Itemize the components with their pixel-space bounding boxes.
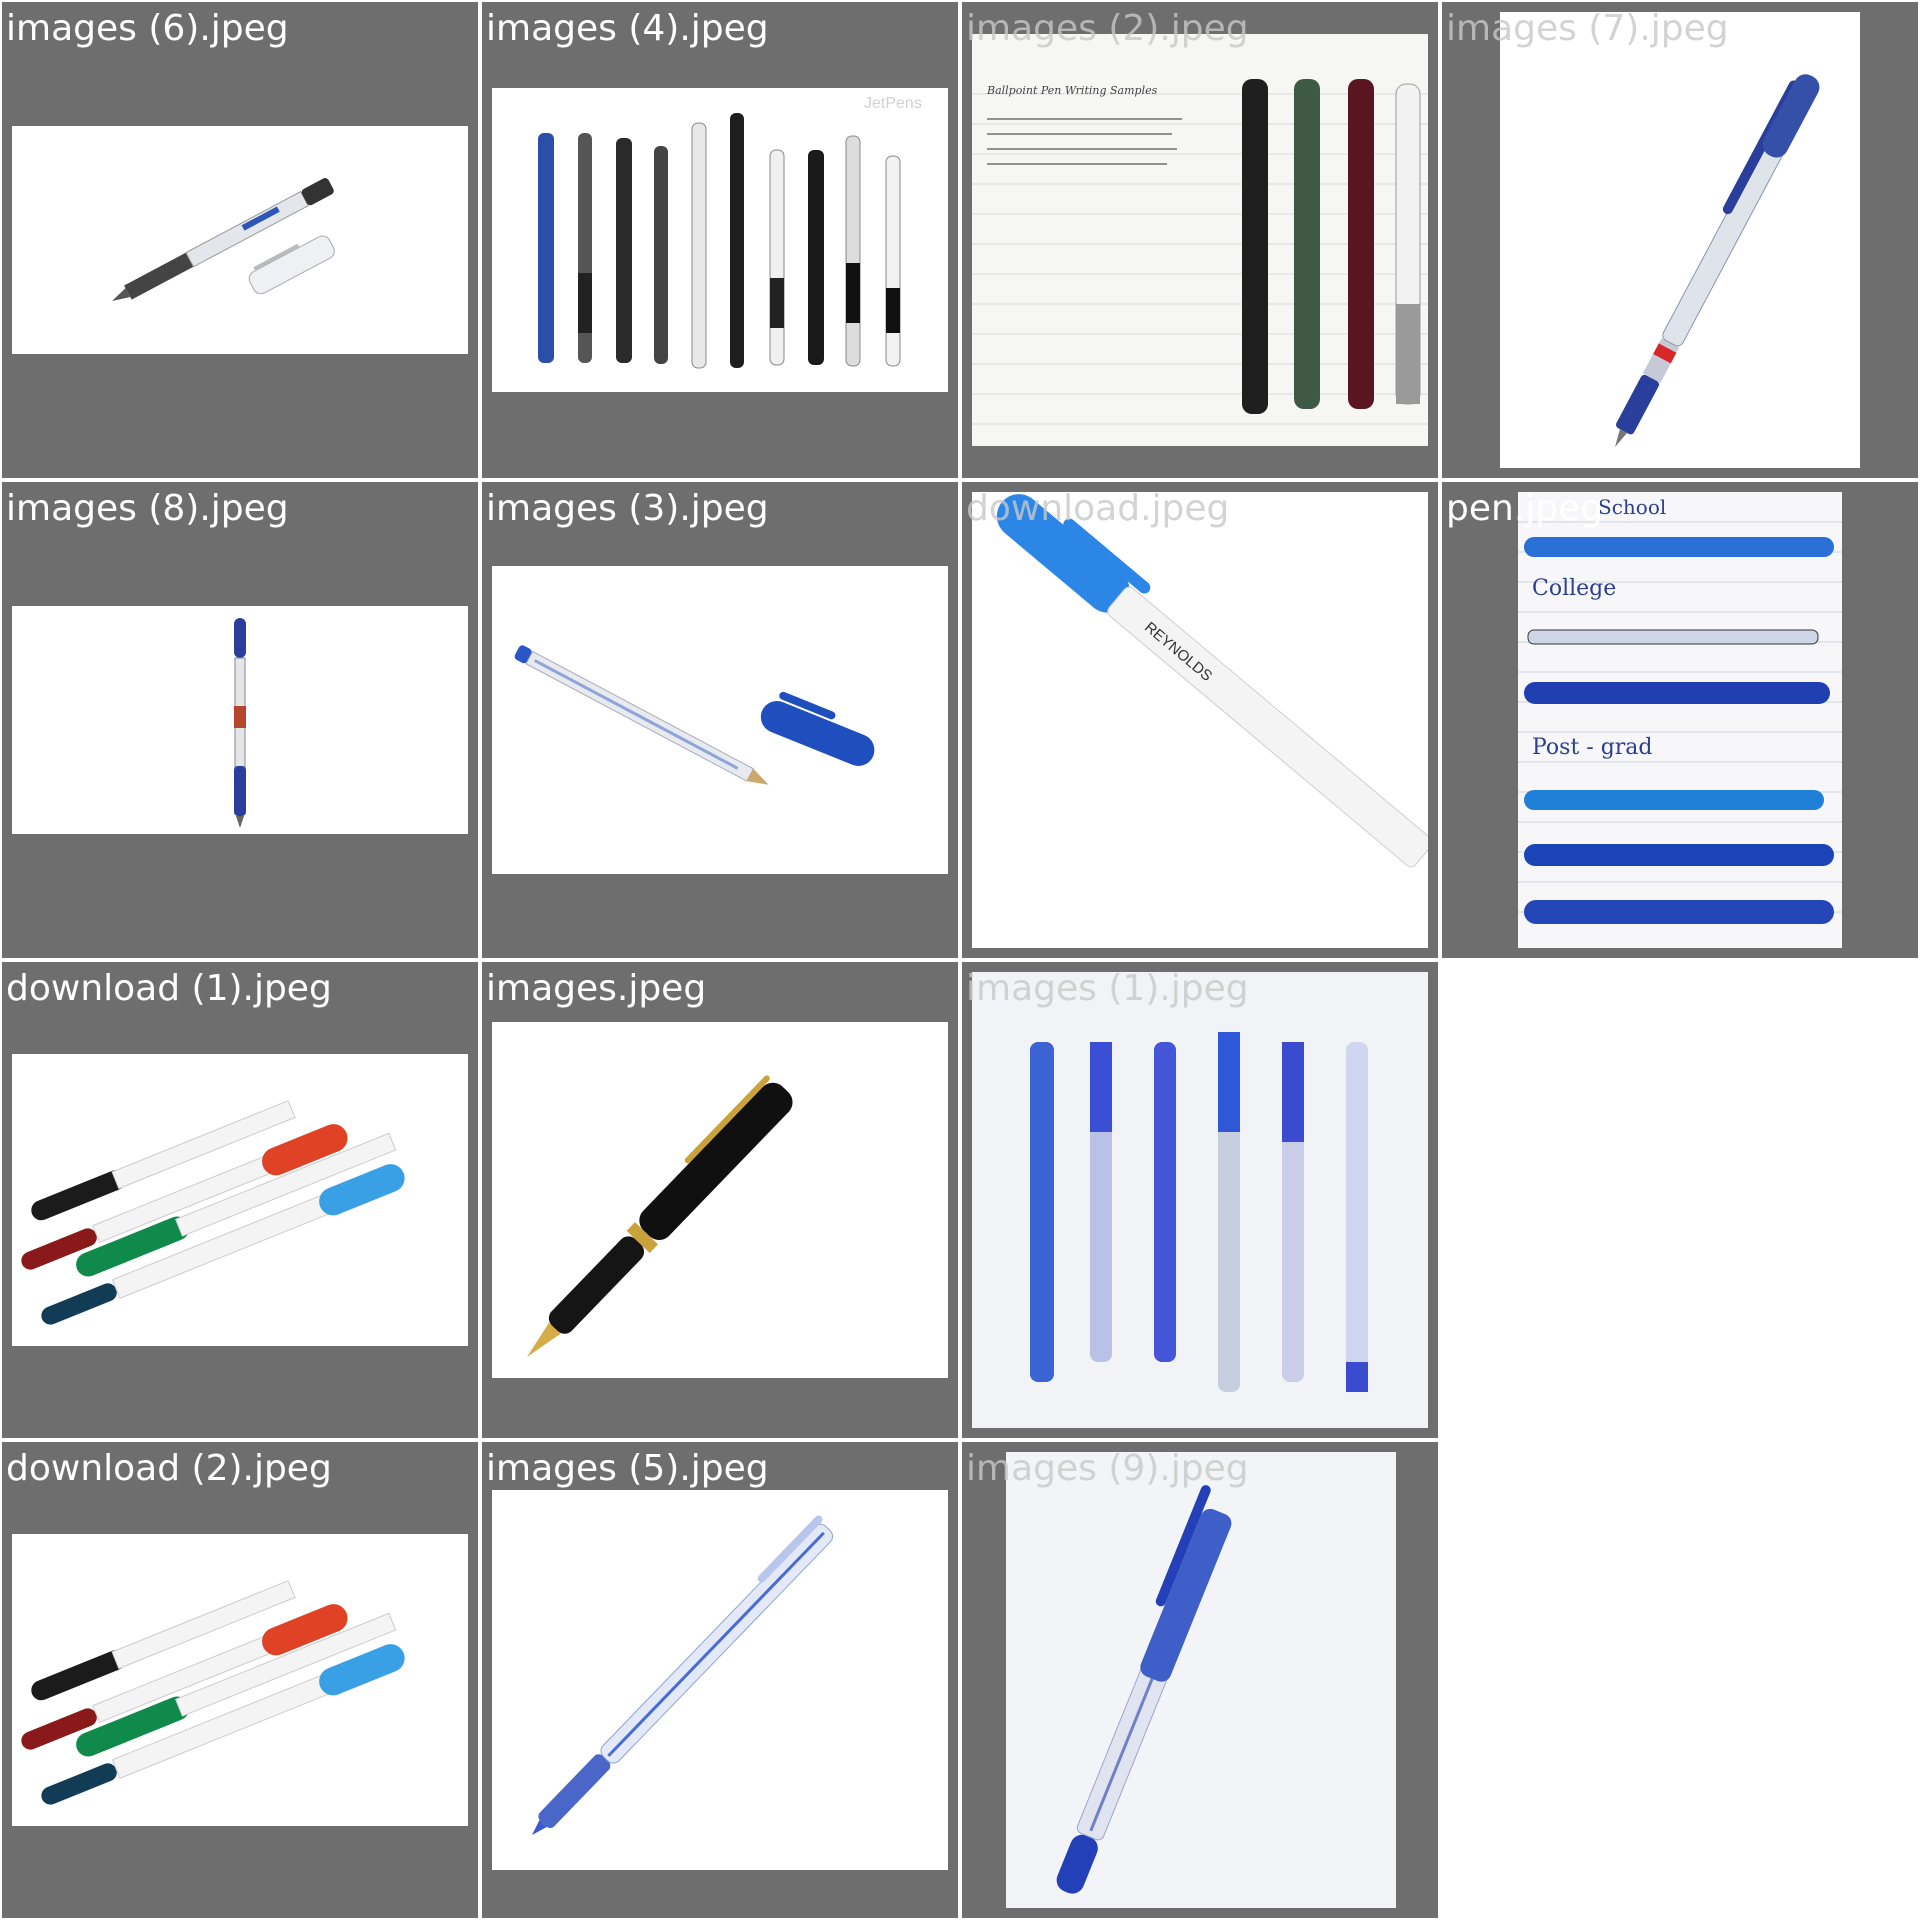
- pen-collection-image: JetPens: [538, 95, 922, 369]
- thumbnail: Ballpoint Pen Writing Samples: [972, 34, 1428, 446]
- filename-label: images (1).jpeg: [966, 968, 1249, 1009]
- image-tile[interactable]: images (6).jpeg: [2, 2, 478, 478]
- filename-label: images (6).jpeg: [6, 8, 289, 49]
- image-tile[interactable]: images (7).jpeg: [1442, 2, 1918, 478]
- thumbnail: [12, 1534, 468, 1826]
- watermark: JetPens: [864, 95, 922, 112]
- clear-gel-pen-image: [532, 1515, 834, 1835]
- thumbnail: REYNOLDS: [972, 492, 1428, 948]
- thumbnail: [12, 606, 468, 834]
- four-color-reynolds-pens-image: [21, 1580, 405, 1805]
- six-blue-pens-image: [1030, 1032, 1368, 1392]
- thumbnail: [1500, 12, 1860, 468]
- filename-label: pen.jpeg: [1446, 488, 1604, 529]
- handwritten-note-title: Ballpoint Pen Writing Samples: [986, 84, 1158, 97]
- thumbnail: [12, 126, 468, 354]
- filename-label: images (9).jpeg: [966, 1448, 1249, 1489]
- filename-label: download (1).jpeg: [6, 968, 332, 1009]
- small-roller-pen-image: [234, 618, 246, 828]
- clear-ballpoint-with-cap-image: [514, 645, 875, 785]
- thumbnail: [492, 566, 948, 874]
- image-tile[interactable]: images (9).jpeg: [962, 1442, 1438, 1918]
- image-tile[interactable]: images (5).jpeg: [482, 1442, 958, 1918]
- fountain-pen-image: [527, 1075, 793, 1357]
- filename-label: images (3).jpeg: [486, 488, 769, 529]
- image-tile[interactable]: images.jpeg: [482, 962, 958, 1438]
- image-tile[interactable]: images (8).jpeg: [2, 482, 478, 958]
- thumbnail: [492, 1022, 948, 1378]
- handwritten-label-college: College: [1532, 576, 1616, 601]
- image-tile[interactable]: REYNOLDS download.jpeg: [962, 482, 1438, 958]
- thumbnail: [492, 1490, 948, 1870]
- image-tile[interactable]: download (2).jpeg: [2, 1442, 478, 1918]
- thumbnail: School College Post - grad: [1518, 492, 1842, 948]
- filename-label: images (4).jpeg: [486, 8, 769, 49]
- pen-row: [538, 113, 901, 369]
- four-color-reynolds-pens-image: [21, 1100, 405, 1325]
- image-tile[interactable]: School College Post - grad pen.jpeg: [1442, 482, 1918, 958]
- thumbnail: [1006, 1452, 1396, 1908]
- pens-by-grade-image: School College Post - grad: [1518, 495, 1842, 924]
- silver-gel-pen-image: [112, 178, 335, 301]
- handwritten-label-postgrad: Post - grad: [1532, 735, 1653, 760]
- blue-gel-pen-image: [1615, 74, 1820, 447]
- image-tile[interactable]: images (3).jpeg: [482, 482, 958, 958]
- image-tile[interactable]: images (1).jpeg: [962, 962, 1438, 1438]
- thumbnail: JetPens: [492, 88, 948, 392]
- image-tile[interactable]: JetPens images (4).jpeg: [482, 2, 958, 478]
- filename-label: images (8).jpeg: [6, 488, 289, 529]
- filename-label: download (2).jpeg: [6, 1448, 332, 1489]
- thumbnail: [12, 1054, 468, 1346]
- handwritten-label-school: School: [1598, 495, 1666, 519]
- pens-on-paper-image: Ballpoint Pen Writing Samples: [972, 79, 1428, 425]
- filename-label: download.jpeg: [966, 488, 1230, 529]
- filename-label: images (7).jpeg: [1446, 8, 1729, 49]
- filename-label: images (2).jpeg: [966, 8, 1249, 49]
- image-tile[interactable]: Ballpoint Pen Writing Samples images (2)…: [962, 2, 1438, 478]
- filename-label: images (5).jpeg: [486, 1448, 769, 1489]
- filename-label: images.jpeg: [486, 968, 707, 1009]
- blue-ballpoint-on-white-image: [1056, 1485, 1232, 1894]
- image-tile[interactable]: download (1).jpeg: [2, 962, 478, 1438]
- reynolds-ballpoint-image: REYNOLDS: [996, 494, 1428, 868]
- thumbnail: [972, 972, 1428, 1428]
